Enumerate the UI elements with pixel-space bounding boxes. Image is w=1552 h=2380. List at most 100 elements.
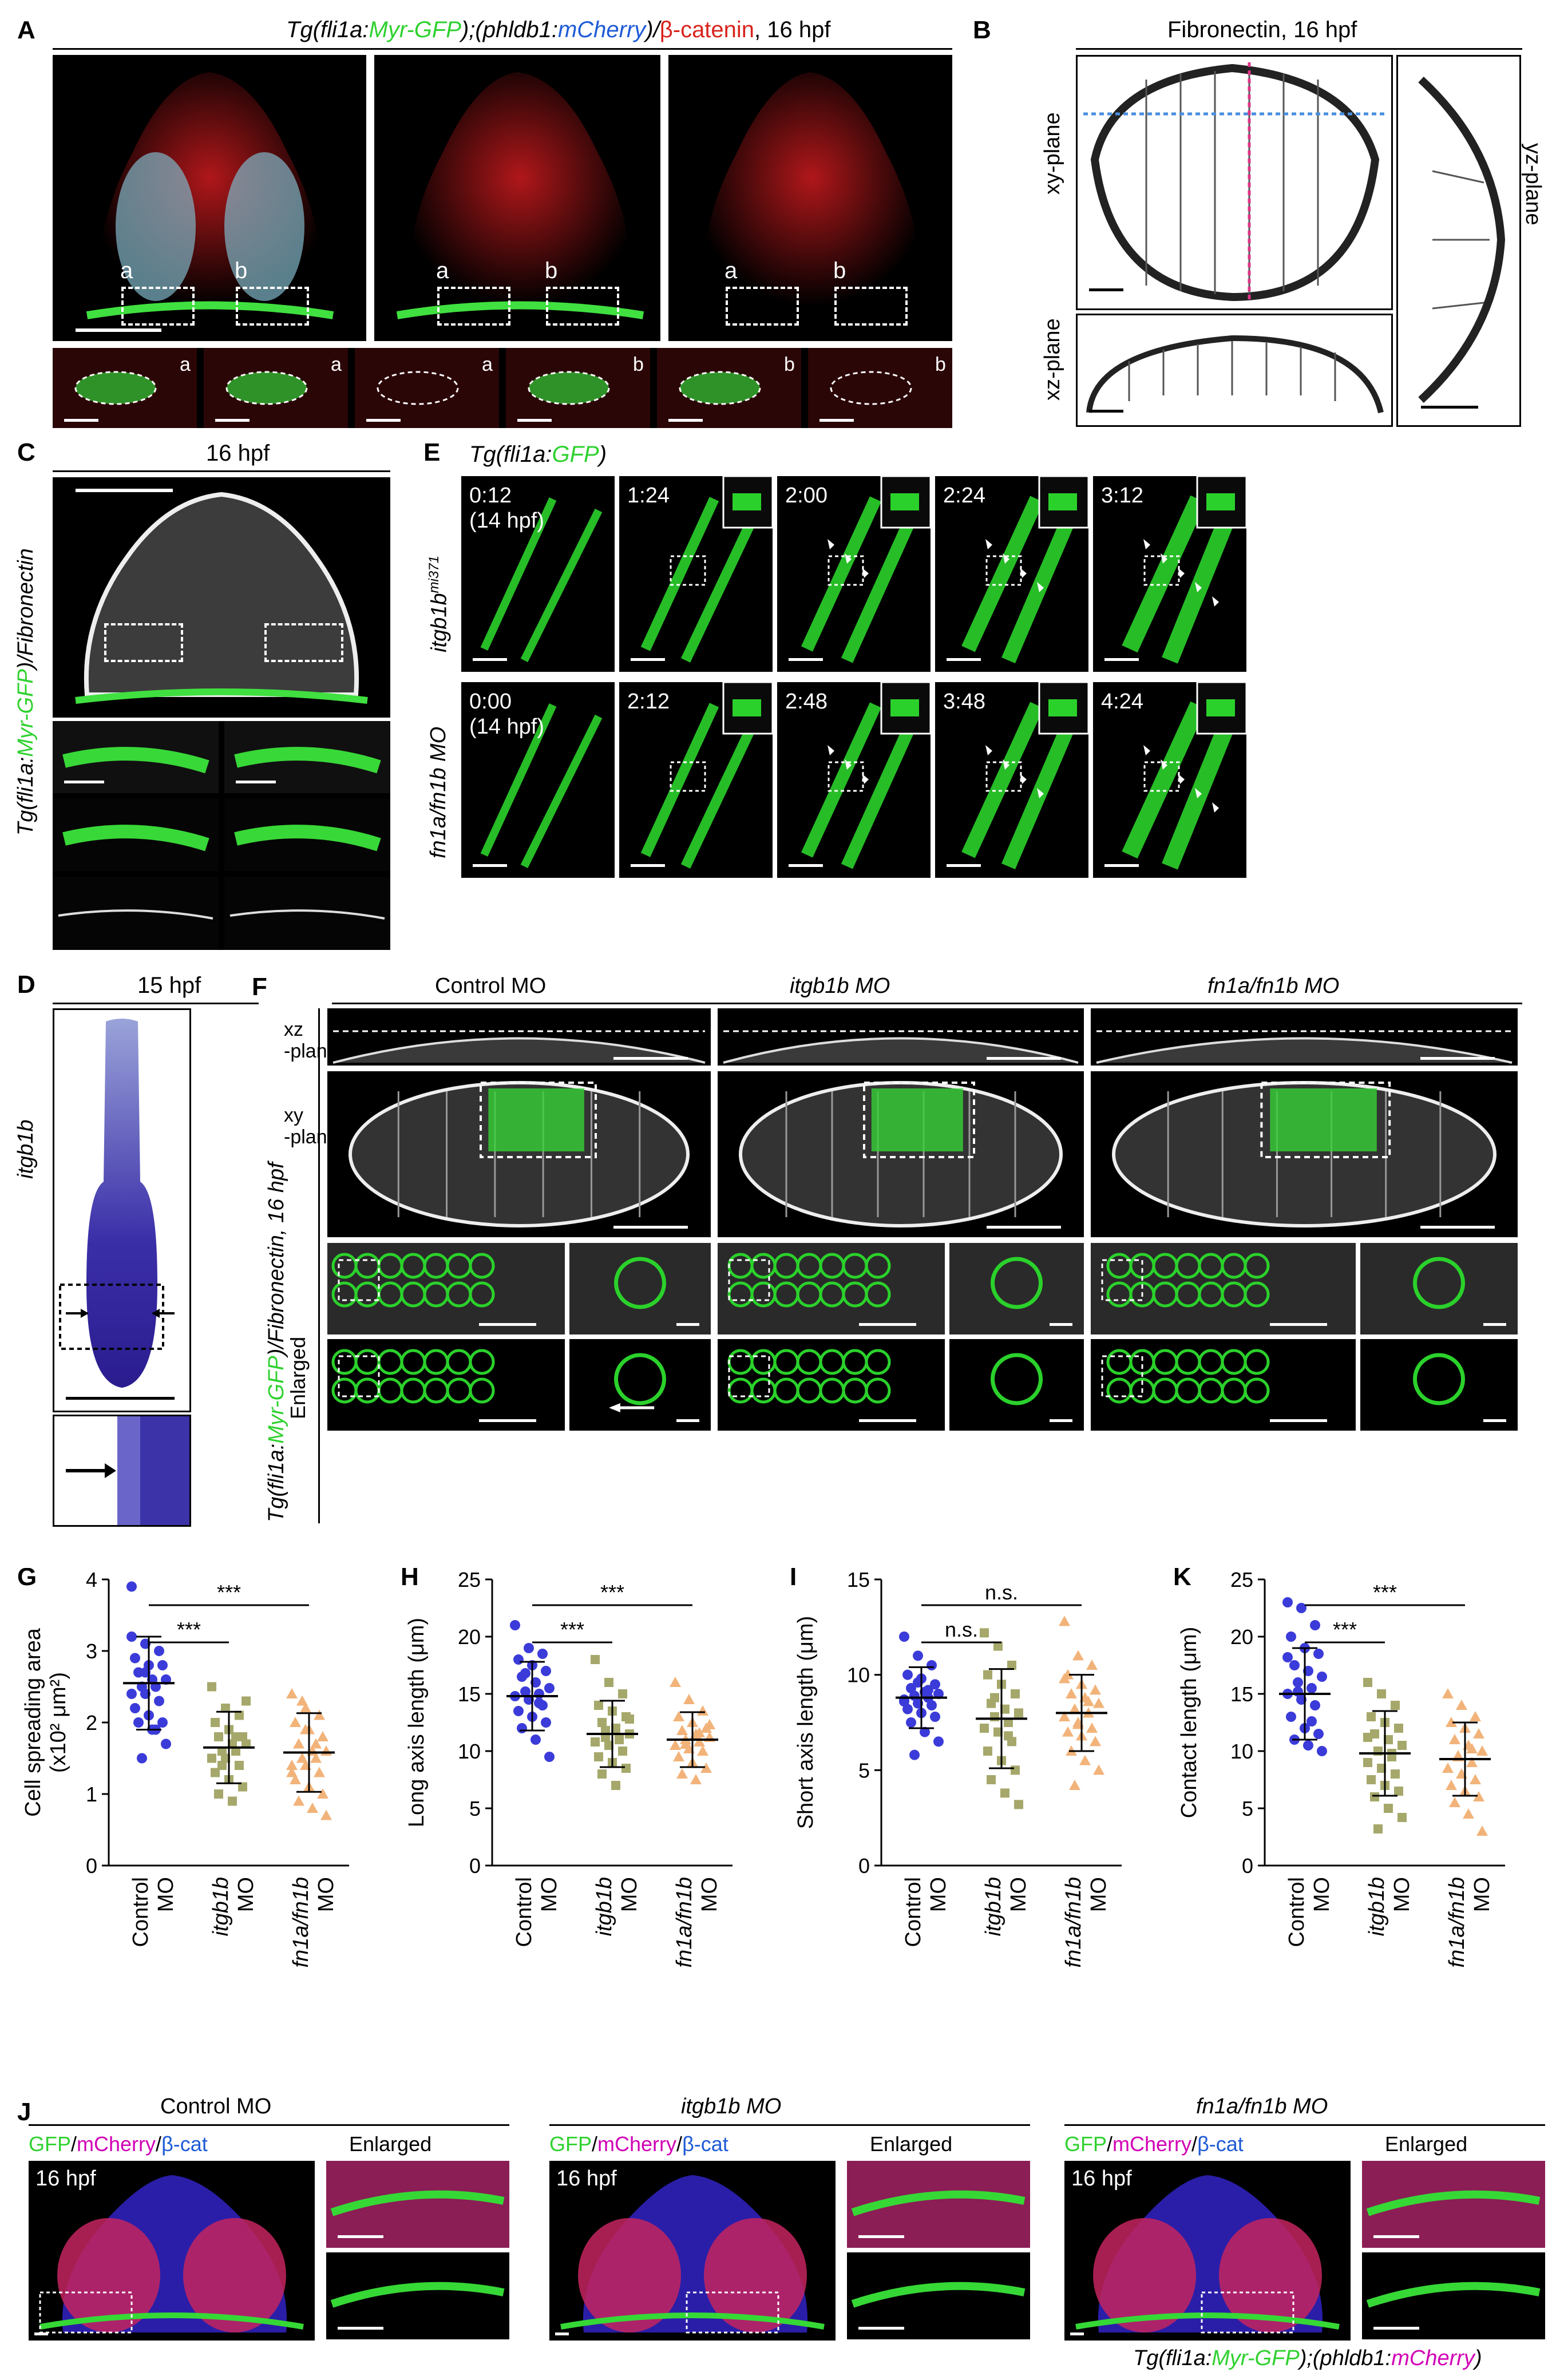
chart-panel-letter: H <box>401 1568 419 1591</box>
data-point <box>286 1688 298 1698</box>
y-tick-label: 3 <box>86 1640 97 1663</box>
data-point <box>126 1631 137 1642</box>
data-point <box>1463 1808 1474 1819</box>
panel-a-title: Tg(fli1a:Myr-GFP);(phldb1:mCherry)/β-cat… <box>286 17 831 42</box>
data-point <box>990 1712 999 1721</box>
data-point <box>541 1717 551 1728</box>
panel-j-group-rule <box>29 2124 509 2126</box>
panel-a-box-b <box>236 287 309 326</box>
data-point <box>217 1761 227 1770</box>
timelapse-frame: 3:48 <box>935 682 1088 878</box>
y-tick-label: 0 <box>86 1854 97 1878</box>
panel-j-main-image: 16 hpf <box>549 2161 836 2341</box>
data-point <box>314 1767 325 1777</box>
data-point <box>1062 1726 1074 1737</box>
zoom-image <box>1360 1339 1518 1431</box>
panel-d-title-rule <box>53 1003 259 1004</box>
data-point <box>1313 1729 1324 1739</box>
enlarged-image <box>718 1339 945 1431</box>
y-tick-label: 2 <box>86 1711 97 1734</box>
chart-k: K 0 5 10 15 20 25 Contact length (μm) ControlMO i… <box>1173 1563 1539 2060</box>
data-point <box>137 1753 147 1764</box>
data-point <box>927 1700 937 1710</box>
y-axis-label: (x10² μm²) <box>46 1672 70 1773</box>
xy-plane-image <box>718 1071 1084 1237</box>
panel-j-stage: 16 hpf <box>1071 2167 1132 2191</box>
timestamp-label: 1:24 <box>627 484 670 508</box>
data-point <box>899 1631 909 1642</box>
svg-text:b: b <box>784 354 795 375</box>
x-tick-label: fn1a/fn1bMO <box>289 1877 338 1967</box>
y-tick-label: 15 <box>458 1682 481 1706</box>
data-point <box>517 1723 527 1733</box>
data-point <box>534 1698 544 1708</box>
data-point <box>154 1646 164 1656</box>
panel-c-letter: C <box>17 438 35 466</box>
panel-j-enlarged-title: Enlarged <box>870 2132 953 2156</box>
data-point <box>704 1719 715 1729</box>
data-point <box>1079 1755 1091 1765</box>
y-tick-label: 10 <box>458 1740 481 1763</box>
data-point <box>235 1761 244 1770</box>
svg-text:a: a <box>482 354 493 375</box>
timestamp-label: 2:24 <box>943 484 985 508</box>
data-point <box>310 1752 322 1763</box>
data-point <box>673 1711 684 1721</box>
x-tick-label: ControlMO <box>1285 1877 1334 1947</box>
data-point <box>680 1739 691 1749</box>
panel-a-letter: A <box>17 16 35 44</box>
xz-plane-image <box>1091 1008 1518 1066</box>
data-point <box>1370 1792 1379 1801</box>
data-point <box>1011 1689 1020 1698</box>
panel-c-box-left <box>104 623 183 662</box>
data-point <box>1286 1712 1296 1722</box>
panel-e-row1-label: itgb1bmi371 <box>426 556 452 652</box>
x-tick-label: ControlMO <box>512 1877 561 1947</box>
data-point <box>314 1709 325 1720</box>
data-point <box>993 1727 1003 1737</box>
panel-a-box-a <box>437 287 510 326</box>
zoom-image <box>1360 1243 1518 1334</box>
data-point <box>697 1745 708 1756</box>
y-tick-label: 1 <box>86 1783 97 1806</box>
data-point <box>1384 1735 1393 1744</box>
panel-j-channel-legend: GFP/mCherry/β-cat <box>1064 2132 1244 2156</box>
panel-a-box-b-label: b <box>235 258 248 283</box>
data-point <box>241 1696 251 1706</box>
data-point <box>1367 1775 1376 1784</box>
data-point <box>1093 1697 1104 1708</box>
data-point <box>541 1666 551 1676</box>
panel-j-enlarged-image <box>326 2161 509 2248</box>
panel-b-xz-label: xz-plane <box>1040 318 1064 401</box>
enlarged-image <box>327 1243 565 1334</box>
data-point <box>618 1747 627 1756</box>
data-point <box>927 1660 937 1670</box>
data-point <box>625 1714 634 1724</box>
xz-plane-image <box>327 1008 711 1066</box>
panel-f-col2: itgb1b MO <box>790 974 890 998</box>
data-point <box>604 1741 613 1750</box>
data-point <box>933 1689 944 1699</box>
data-point <box>980 1724 989 1733</box>
data-point <box>611 1724 620 1733</box>
chart-svg: I 0 5 10 15 Short axis length (μm) ControlMO it… <box>790 1563 1122 1967</box>
scale-bar <box>1421 406 1478 409</box>
data-point <box>524 1643 534 1653</box>
data-point <box>317 1731 328 1741</box>
data-point <box>1004 1718 1013 1727</box>
data-point <box>591 1737 600 1747</box>
y-tick-label: 25 <box>458 1568 481 1591</box>
panel-d-image <box>53 1008 191 1412</box>
data-point <box>1072 1650 1084 1661</box>
panel-j-main-image: 16 hpf <box>1064 2161 1351 2341</box>
data-point <box>670 1677 681 1687</box>
timelapse-frame: 2:12 <box>619 682 773 878</box>
panel-f-row-enlarged: Enlarged <box>286 1336 310 1419</box>
timelapse-frame: 0:12 (14 hpf) <box>461 476 615 672</box>
timestamp-label: 2:12 <box>627 690 670 714</box>
panel-e-letter: E <box>423 438 441 466</box>
chart-i: I 0 5 10 15 Short axis length (μm) ControlMO it… <box>790 1563 1156 2060</box>
data-point <box>290 1717 301 1727</box>
panel-b-xz-image <box>1076 314 1393 427</box>
data-point <box>1394 1724 1403 1733</box>
